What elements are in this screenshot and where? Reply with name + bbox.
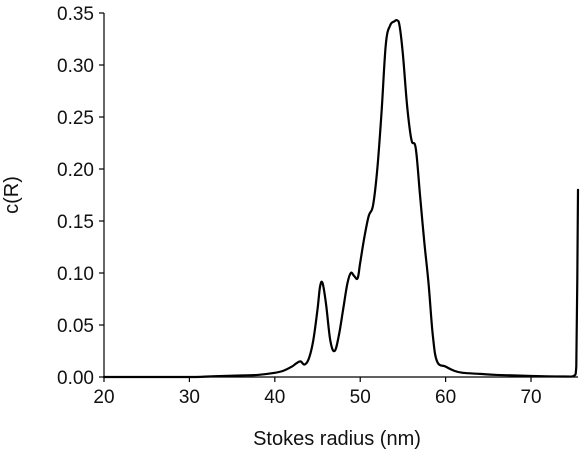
x-axis-title: Stokes radius (nm) (253, 428, 421, 450)
x-tick-label: 40 (264, 387, 285, 408)
y-tick-label: 0.30 (57, 56, 94, 77)
y-tick-label: 0.10 (57, 264, 94, 285)
y-tick-label: 0.20 (57, 160, 94, 181)
x-tick-label: 50 (350, 387, 371, 408)
series-line (102, 18, 580, 379)
ticks: 20 30 40 50 60 70 0.00 0.05 0.10 0.15 0.20 0.25 0.30… (57, 4, 542, 408)
x-tick-label: 20 (93, 387, 114, 408)
y-tick-label: 0.05 (57, 316, 94, 337)
y-tick-label: 0.00 (57, 368, 94, 389)
y-tick-label: 0.35 (57, 4, 94, 25)
x-tick-label: 70 (520, 387, 541, 408)
y-tick-label: 0.15 (57, 212, 94, 233)
y-axis-title: c(R) (1, 176, 23, 214)
x-tick-label: 60 (435, 387, 456, 408)
x-tick-label: 30 (179, 387, 200, 408)
y-tick-label: 0.25 (57, 108, 94, 129)
